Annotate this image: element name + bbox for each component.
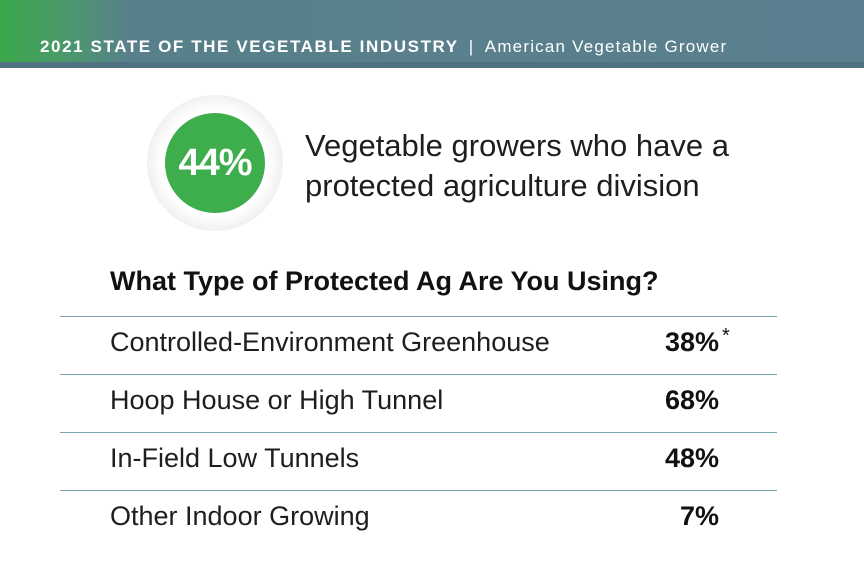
row-value: 38% xyxy=(664,327,719,357)
row-label: In-Field Low Tunnels xyxy=(110,443,360,473)
stat-circle: 44% xyxy=(165,113,265,213)
row-value: 48% xyxy=(664,443,719,473)
report-title: 2021 STATE OF THE VEGETABLE INDUSTRY xyxy=(40,37,459,56)
table-row: In-Field Low Tunnels 48% xyxy=(60,432,777,490)
header-banner: 2021 STATE OF THE VEGETABLE INDUSTRY | A… xyxy=(0,0,864,68)
title-separator: | xyxy=(468,37,475,56)
row-footnote-marker: * xyxy=(722,325,730,347)
table-title: What Type of Protected Ag Are You Using? xyxy=(110,266,659,296)
row-value: 7% xyxy=(679,501,719,531)
stat-value: 44% xyxy=(178,141,252,184)
stat-caption-line-1: Vegetable growers who have a xyxy=(305,128,729,163)
banner-shade xyxy=(0,62,864,68)
row-label: Other Indoor Growing xyxy=(110,501,370,531)
publication-name: American Vegetable Grower xyxy=(484,37,728,56)
row-label: Hoop House or High Tunnel xyxy=(110,385,444,415)
table-row: Other Indoor Growing 7% xyxy=(60,490,777,548)
banner-text: 2021 STATE OF THE VEGETABLE INDUSTRY | A… xyxy=(40,36,727,58)
row-label: Controlled-Environment Greenhouse xyxy=(110,327,550,357)
table-row: Controlled-Environment Greenhouse 38% * xyxy=(60,316,777,374)
table-row: Hoop House or High Tunnel 68% xyxy=(60,374,777,432)
row-value: 68% xyxy=(664,385,719,415)
stat-caption: Vegetable growers who have a protected a… xyxy=(305,126,765,206)
stat-caption-line-2: protected agriculture division xyxy=(305,168,700,203)
results-table: Controlled-Environment Greenhouse 38% * … xyxy=(60,316,777,548)
